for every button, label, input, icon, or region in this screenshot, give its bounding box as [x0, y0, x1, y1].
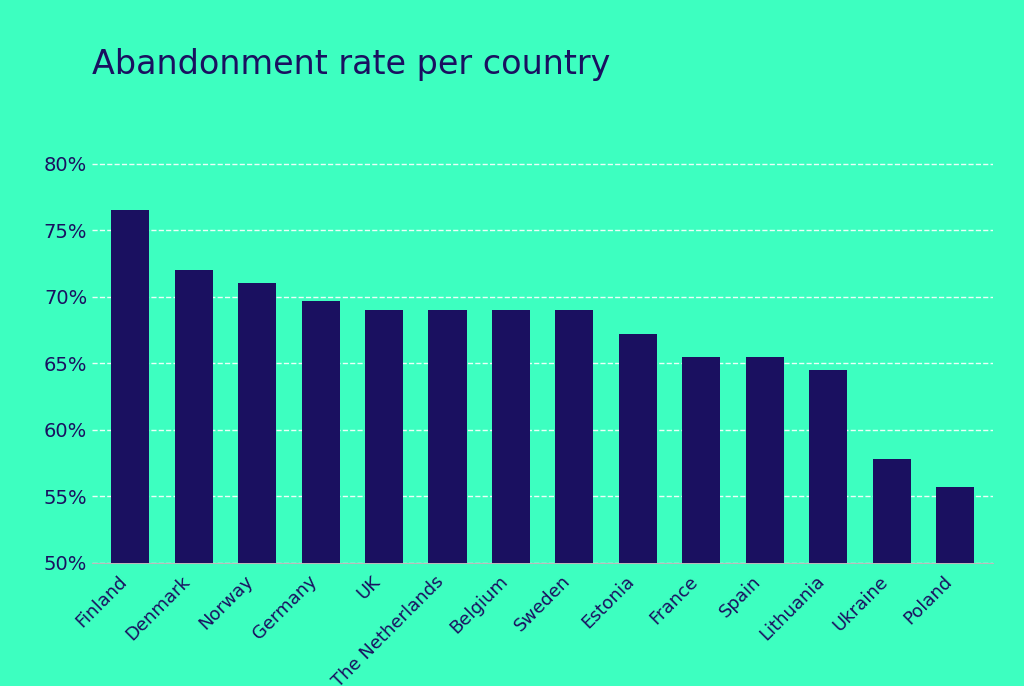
Bar: [745, 357, 783, 563]
Bar: [936, 487, 974, 563]
Bar: [239, 283, 276, 563]
Bar: [428, 310, 467, 563]
Bar: [492, 310, 530, 563]
Bar: [872, 459, 910, 563]
Bar: [809, 370, 847, 563]
Bar: [555, 310, 594, 563]
Bar: [175, 270, 213, 563]
Bar: [682, 357, 721, 563]
Bar: [618, 334, 657, 563]
Bar: [302, 300, 340, 563]
Bar: [365, 310, 403, 563]
Bar: [112, 211, 150, 563]
Text: Abandonment rate per country: Abandonment rate per country: [92, 48, 610, 81]
